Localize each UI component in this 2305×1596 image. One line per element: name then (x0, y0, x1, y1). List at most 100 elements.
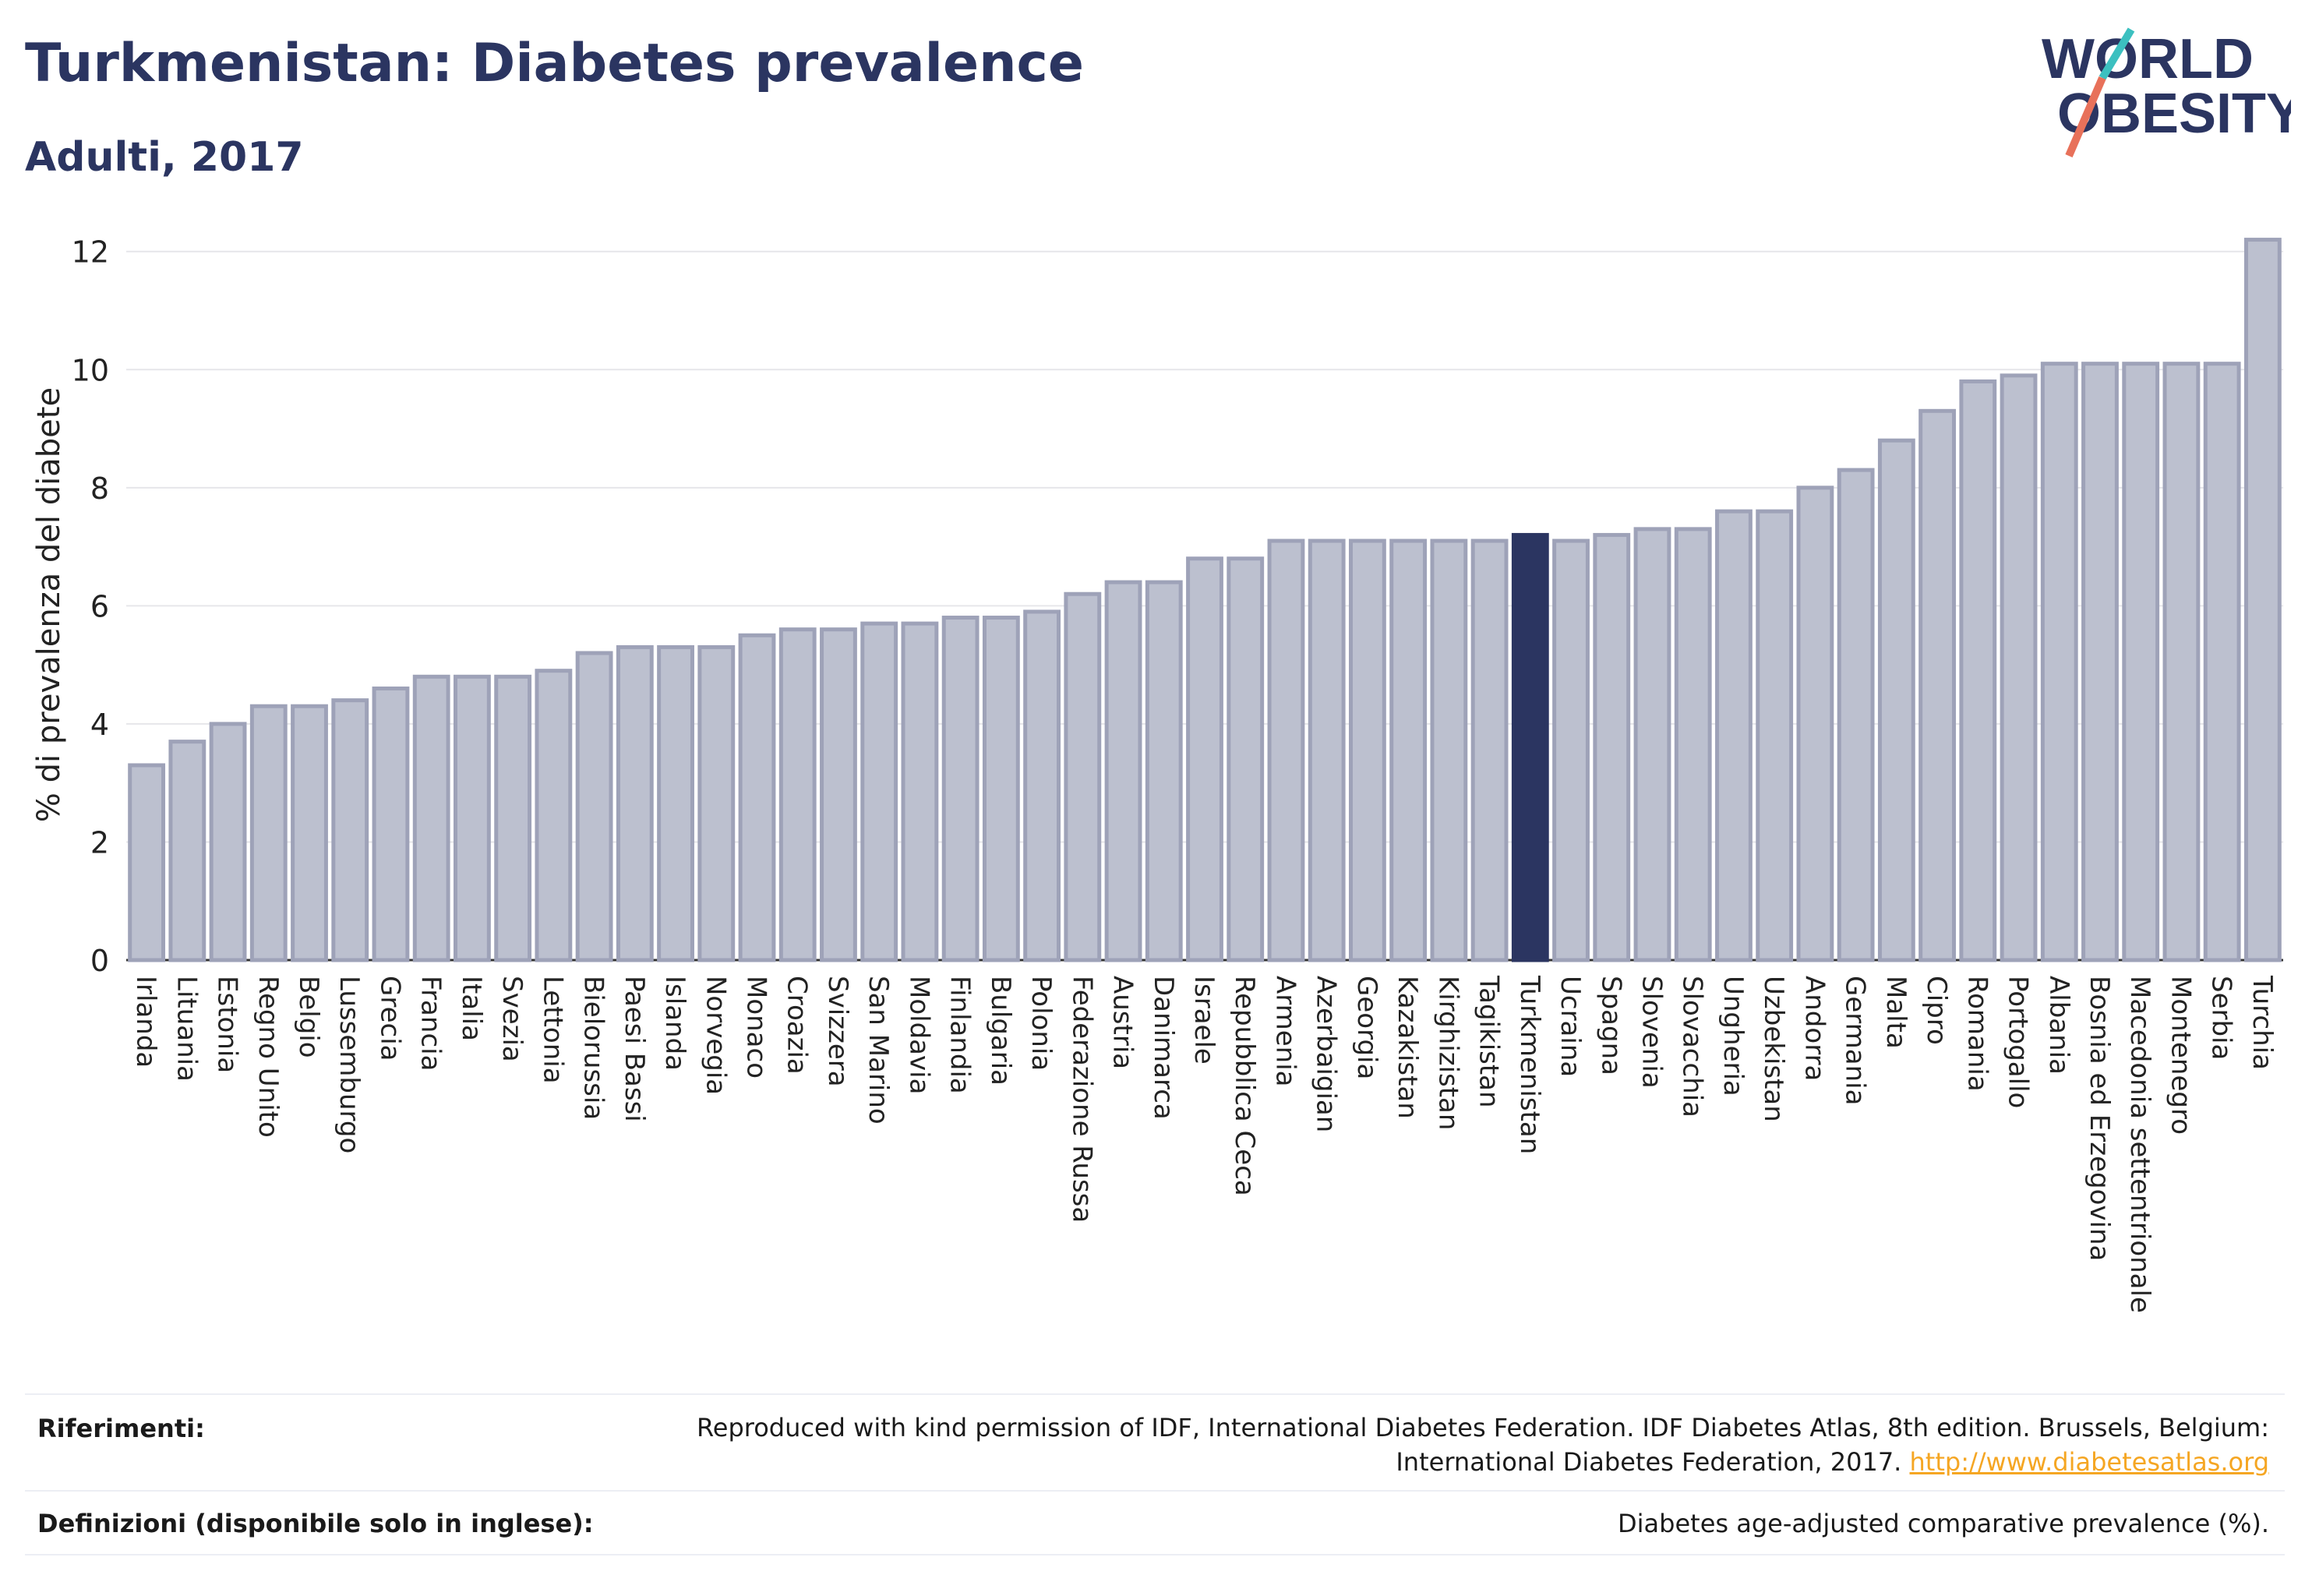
x-tick-label: Kazakistan (1392, 976, 1423, 1119)
x-tick-label: Polonia (1025, 976, 1057, 1071)
x-tick-label: Repubblica Ceca (1229, 976, 1260, 1196)
x-tick-label: Armenia (1269, 976, 1301, 1087)
x-tick-label: Uzbekistan (1758, 976, 1789, 1122)
x-tick-label: Regno Unito (252, 976, 284, 1138)
bar (820, 627, 857, 962)
references-label: Riferimenti: (37, 1414, 205, 1443)
x-tick-label: Spagna (1595, 976, 1626, 1075)
x-tick-label: Grecia (374, 976, 405, 1061)
references-text: Reproduced with kind permission of IDF, … (697, 1411, 2269, 1479)
x-tick-label: Austria (1107, 976, 1138, 1069)
y-tick-label: 0 (90, 944, 109, 978)
x-tick-label: Turchia (2247, 975, 2278, 1070)
x-tick-label: Federazione Russa (1066, 976, 1097, 1223)
bar (1389, 538, 1428, 962)
bar (1756, 509, 1794, 962)
bar (1064, 591, 1102, 962)
bar (1796, 486, 1834, 962)
x-tick-label: Lituania (171, 976, 202, 1082)
x-tick-label: Slovacchia (1677, 976, 1708, 1118)
x-tick-label: Slovenia (1636, 976, 1667, 1089)
references-link[interactable]: http://www.diabetesatlas.org (1909, 1447, 2269, 1477)
y-tick-label: 2 (90, 825, 109, 860)
bar (1959, 379, 1997, 962)
bar (1511, 532, 1549, 962)
bar (1308, 538, 1346, 962)
page-title: Turkmenistan: Diabetes prevalence (25, 33, 1084, 94)
bar (372, 686, 410, 962)
bar (1877, 438, 1915, 962)
bar (1837, 468, 1875, 962)
bar (1430, 538, 1468, 962)
bar (2203, 362, 2241, 962)
logo-slash-teal (2099, 27, 2135, 80)
x-tick-label: Ucraina (1555, 976, 1586, 1077)
bar (616, 644, 654, 962)
x-tick-label: Croazia (782, 976, 813, 1075)
world-obesity-logo[interactable]: WORLD OBESITY (2026, 16, 2291, 171)
x-tick-label: Francia (415, 976, 447, 1071)
x-tick-label: Serbia (2206, 976, 2237, 1060)
x-tick-label: San Marino (863, 976, 894, 1125)
bar (1674, 527, 1712, 962)
bar (941, 616, 980, 962)
bar (2122, 362, 2160, 962)
x-tick-label: Macedonia settentrionale (2124, 976, 2155, 1313)
bar (2162, 362, 2201, 962)
references-line1: Reproduced with kind permission of IDF, … (696, 1413, 2269, 1442)
x-tick-label: Bulgaria (985, 976, 1016, 1086)
bar (249, 704, 288, 962)
bar (1023, 609, 1061, 962)
page-subtitle: Adulti, 2017 (25, 134, 304, 181)
bar (2081, 362, 2119, 962)
logo-slash-coral (2065, 76, 2106, 157)
x-tick-label: Tagikistan (1474, 975, 1505, 1108)
x-tick-label: Svezia (496, 976, 528, 1062)
bar (860, 621, 898, 962)
bar (209, 722, 247, 962)
x-tick-label: Lussemburgo (334, 976, 365, 1153)
x-tick-label: Finlandia (944, 976, 976, 1094)
x-tick-label: Montenegro (2165, 976, 2196, 1135)
y-tick-label: 12 (72, 235, 109, 270)
footer-divider-bottom (25, 1554, 2285, 1555)
bar (901, 621, 939, 962)
x-tick-label: Azerbaigian (1311, 976, 1342, 1132)
bar (982, 616, 1020, 962)
bar (168, 740, 206, 962)
definitions-row: Definizioni (disponibile solo in inglese… (25, 1496, 2285, 1551)
x-tick-label: Andorra (1798, 976, 1830, 1081)
definitions-label: Definizioni (disponibile solo in inglese… (37, 1509, 594, 1538)
bar (331, 698, 369, 962)
bar (1552, 538, 1590, 962)
logo-word-world: WORLD (2042, 28, 2254, 90)
x-tick-label: Ungheria (1717, 976, 1749, 1096)
x-tick-label: Paesi Bassi (619, 976, 650, 1122)
x-tick-label: Bielorussia (578, 976, 609, 1120)
bar (1227, 556, 1265, 962)
bar (778, 627, 817, 962)
bar (1267, 538, 1305, 962)
bar (128, 763, 166, 962)
x-tick-label: Lettonia (537, 976, 568, 1084)
x-tick-label: Kirghizistan (1432, 976, 1463, 1130)
bar (1104, 580, 1142, 962)
x-tick-label: Estonia (212, 976, 243, 1073)
bar (1918, 408, 1956, 962)
bar (2000, 373, 2038, 962)
bar (494, 674, 532, 962)
bar (575, 651, 613, 962)
bar (1145, 580, 1183, 962)
y-tick-label: 6 (90, 589, 109, 623)
x-tick-label: Turkmenistan (1514, 975, 1545, 1154)
x-tick-label: Svizzera (822, 976, 853, 1087)
bar (1633, 527, 1671, 962)
x-tick-label: Irlanda (130, 976, 161, 1068)
x-tick-label: Islanda (659, 976, 690, 1071)
bar (2040, 362, 2078, 962)
x-tick-label: Moldavia (903, 976, 934, 1094)
y-tick-label: 8 (90, 471, 109, 506)
x-tick-label: Malta (1880, 976, 1911, 1049)
x-tick-label: Cipro (1921, 976, 1952, 1045)
bar (1186, 556, 1223, 962)
